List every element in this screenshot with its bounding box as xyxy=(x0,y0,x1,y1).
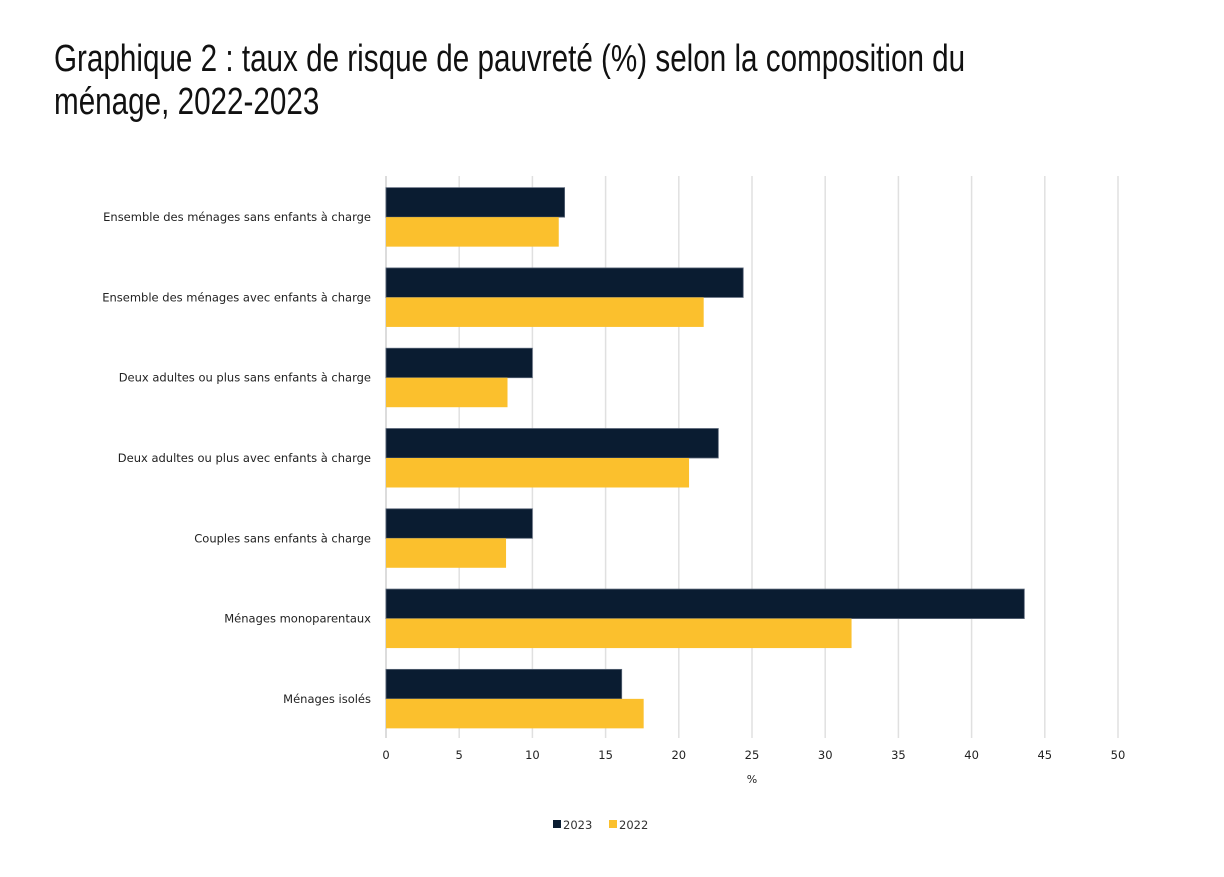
x-tick-label: 15 xyxy=(598,748,613,762)
legend-label-2022: 2022 xyxy=(619,818,648,832)
chart-title-line-2: ménage, 2022-2023 xyxy=(54,81,320,123)
category-label: Deux adultes ou plus sans enfants à char… xyxy=(119,371,371,385)
bar-2022 xyxy=(386,618,852,649)
category-labels: Ensemble des ménages sans enfants à char… xyxy=(102,210,371,706)
bar-2023 xyxy=(385,347,533,379)
bar-2022 xyxy=(386,458,690,488)
bar-2022 xyxy=(386,698,644,729)
bar-2023 xyxy=(385,428,719,459)
bar-2023 xyxy=(385,267,744,298)
legend-swatch-2022 xyxy=(609,820,617,828)
chart-title: Graphique 2 : taux de risque de pauvreté… xyxy=(54,38,1130,124)
bar-2022 xyxy=(386,217,559,247)
bar-2023 xyxy=(385,668,623,700)
category-label: Ménages isolés xyxy=(283,692,371,706)
bar-2023 xyxy=(385,588,1025,619)
x-tick-label: 5 xyxy=(456,748,463,762)
legend-swatch-2023 xyxy=(553,820,561,828)
x-tick-label: 45 xyxy=(1037,748,1052,762)
bar-2022 xyxy=(386,377,508,408)
bar-2022 xyxy=(386,538,507,568)
x-tick-label: 20 xyxy=(671,748,686,762)
category-label: Ensemble des ménages sans enfants à char… xyxy=(103,210,371,224)
x-tick-label: 0 xyxy=(382,748,389,762)
x-tick-label: 30 xyxy=(818,748,833,762)
x-tick-labels: 0 5 10 15 20 25 30 35 40 45 50 xyxy=(382,748,1125,762)
bar-2023 xyxy=(385,187,566,218)
x-tick-label: 10 xyxy=(525,748,540,762)
x-axis-title: % xyxy=(747,773,757,786)
category-label: Deux adultes ou plus avec enfants à char… xyxy=(118,451,371,465)
x-tick-label: 35 xyxy=(891,748,906,762)
chart-title-line-1: Graphique 2 : taux de risque de pauvreté… xyxy=(54,38,966,80)
category-label: Ensemble des ménages avec enfants à char… xyxy=(102,290,371,304)
bar-2023 xyxy=(385,508,533,539)
category-label: Couples sans enfants à charge xyxy=(194,531,371,545)
legend: 2023 2022 xyxy=(553,818,648,832)
legend-label-2023: 2023 xyxy=(563,818,592,832)
category-label: Ménages monoparentaux xyxy=(224,612,371,626)
x-tick-label: 50 xyxy=(1111,748,1126,762)
x-tick-label: 25 xyxy=(745,748,760,762)
bar-2022 xyxy=(386,297,704,327)
bars xyxy=(385,187,1025,729)
x-tick-label: 40 xyxy=(964,748,979,762)
